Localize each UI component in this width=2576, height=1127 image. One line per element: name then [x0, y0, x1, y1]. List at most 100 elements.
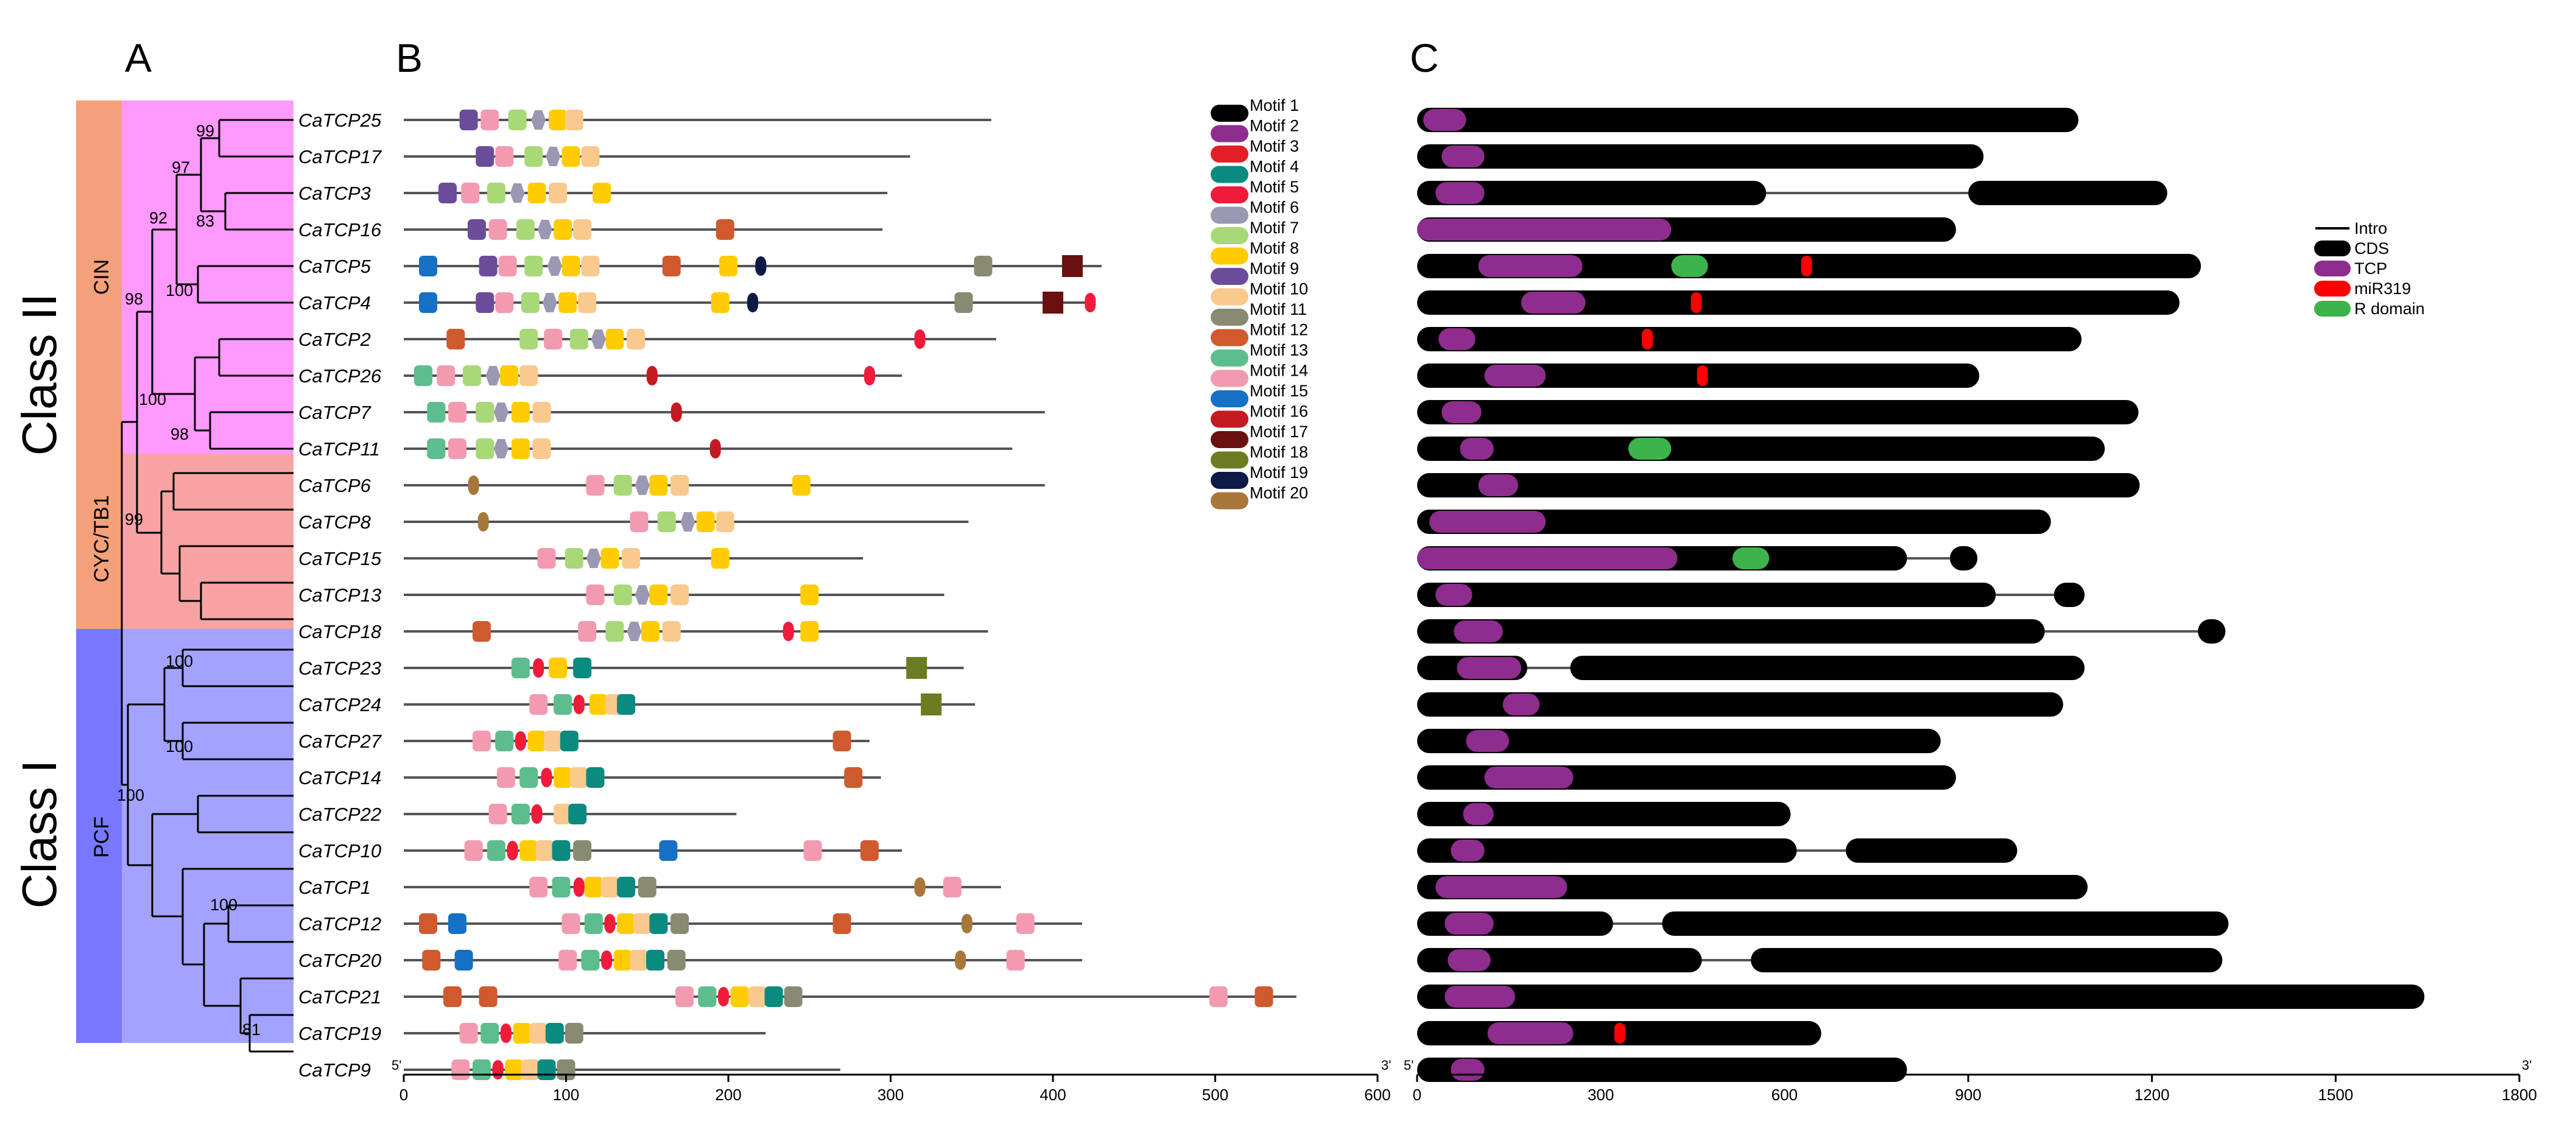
mir319-site	[1614, 1023, 1625, 1044]
motif-14	[529, 877, 548, 897]
motif-10	[581, 146, 600, 167]
legend-label: Motif 1	[1250, 96, 1299, 114]
motif-8	[711, 292, 730, 313]
motif-7	[476, 402, 494, 423]
motif-4	[617, 877, 636, 897]
motif-9	[438, 183, 457, 203]
motif-5	[573, 877, 585, 897]
motif-20	[914, 877, 926, 897]
cyc-side-band	[76, 454, 122, 629]
motif-8	[730, 986, 749, 1007]
cds-exon	[1417, 510, 2051, 534]
motif-7	[476, 438, 494, 459]
axis-tick-label: 0	[399, 1086, 408, 1104]
motif-14	[1016, 913, 1035, 934]
motif-11	[565, 1023, 583, 1044]
tcp-domain	[1435, 876, 1568, 898]
motif-7	[565, 548, 583, 569]
motif-14	[586, 475, 605, 496]
motif-11	[784, 986, 803, 1007]
motif-14	[1006, 950, 1025, 971]
motif-12	[832, 913, 851, 934]
pcf-label: PCF	[90, 816, 113, 858]
motif-20	[961, 914, 973, 933]
panel-label-c: C	[1410, 35, 1439, 80]
motif-5	[1085, 293, 1096, 312]
motif-6	[627, 622, 642, 641]
legend-swatch	[1211, 309, 1248, 326]
motif-10	[544, 731, 563, 751]
motif-5	[914, 329, 926, 349]
legend-swatch	[1211, 492, 1248, 510]
motif-4	[586, 767, 605, 788]
motif-14	[461, 183, 480, 203]
cds-exon	[2198, 619, 2226, 644]
legend-swatch	[1211, 227, 1248, 244]
cds-exon	[1417, 181, 1767, 205]
cds-exon	[1662, 911, 2229, 936]
motif-8	[549, 110, 568, 130]
motif-14	[675, 986, 694, 1007]
gene-label: CaTCP14	[298, 767, 381, 788]
bootstrap-value: 81	[242, 1020, 261, 1039]
motif-13	[581, 950, 600, 971]
motif-13	[554, 694, 572, 715]
tcp-domain	[1435, 584, 1473, 606]
legend-swatch	[1211, 125, 1248, 142]
motif-8	[617, 913, 636, 934]
axis-tick-label: 1800	[2502, 1086, 2537, 1104]
bootstrap-value: 100	[166, 281, 193, 300]
motif-5	[864, 366, 875, 385]
legend-label: Motif 15	[1250, 382, 1308, 400]
legend-swatch	[1211, 451, 1248, 469]
gene-label: CaTCP18	[298, 621, 382, 642]
motif-10	[633, 913, 652, 934]
axis-tick-label: 600	[1772, 1086, 1798, 1104]
motif-8	[500, 365, 519, 386]
gene-label: CaTCP27	[298, 731, 382, 752]
motif-14	[578, 621, 597, 642]
motif-12	[832, 731, 851, 751]
axis-tick-label: 1200	[2134, 1086, 2170, 1104]
tcp-domain	[1487, 1022, 1574, 1044]
motif-7	[524, 256, 543, 276]
motif-14	[480, 110, 499, 130]
gene-label: CaTCP22	[298, 804, 381, 825]
motif-13	[472, 1059, 491, 1080]
cds-exon	[1417, 437, 2105, 461]
gene-label: CaTCP16	[298, 219, 382, 240]
legend-label: Motif 17	[1250, 423, 1308, 441]
legend-label: Motif 3	[1250, 137, 1299, 155]
cds-exon	[1949, 546, 1978, 571]
legend-label: Motif 20	[1250, 484, 1308, 502]
motif-20	[477, 512, 489, 532]
motif-5	[500, 1023, 512, 1043]
r-domain	[1732, 547, 1770, 569]
legend-label: CDS	[2354, 239, 2389, 258]
legend-label: Motif 13	[1250, 341, 1308, 359]
motif-10	[662, 621, 681, 642]
legend-label: Motif 19	[1250, 463, 1308, 482]
motif-8	[719, 256, 737, 276]
gene-label: CaTCP25	[298, 110, 382, 131]
tcp-domain	[1451, 840, 1485, 862]
motif-11	[667, 950, 686, 971]
legend-label: R domain	[2354, 300, 2425, 318]
cds-exon	[1417, 144, 1984, 169]
motif-16	[646, 366, 658, 385]
motif-8	[511, 402, 530, 423]
motif-7	[487, 183, 505, 203]
legend-swatch	[1211, 206, 1248, 224]
gene-label: CaTCP23	[298, 658, 381, 679]
motif-5	[604, 914, 616, 933]
motif-9	[479, 256, 498, 276]
motif-4	[545, 1023, 564, 1044]
structure-panel	[1417, 108, 2425, 1082]
cin-band	[122, 100, 294, 454]
cin-side-band	[76, 100, 122, 454]
motif-14	[529, 694, 548, 715]
motif-8	[561, 256, 580, 276]
bootstrap-values: 99 97 83 92 100 98 98 100 99 100 100 100…	[117, 122, 261, 1039]
motif-14	[558, 950, 577, 971]
motif-4	[573, 658, 592, 678]
